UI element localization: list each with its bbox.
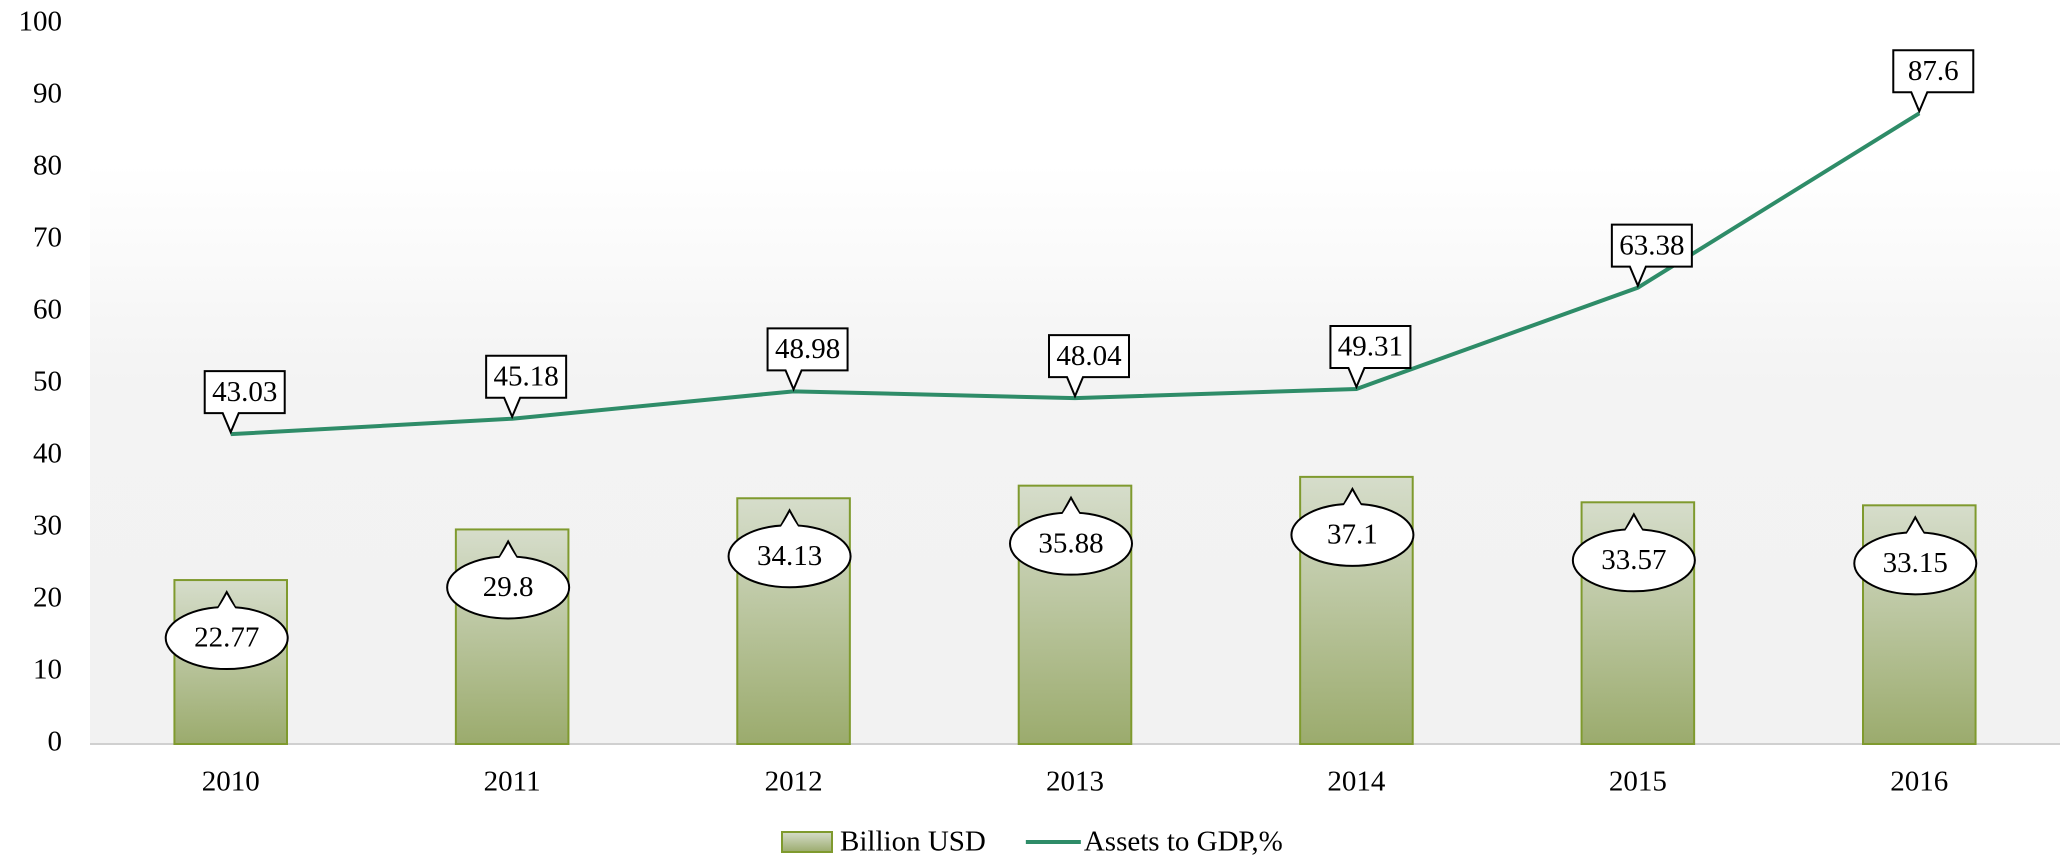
data-label: 45.18 <box>494 360 559 392</box>
y-tick-label: 70 <box>33 222 62 254</box>
data-label: 29.8 <box>483 571 534 603</box>
label-callout-cover <box>217 595 236 610</box>
data-label-box <box>766 327 849 392</box>
x-tick-label: 2014 <box>1327 766 1386 798</box>
y-tick-label: 60 <box>33 294 62 326</box>
data-label: 34.13 <box>757 540 822 572</box>
data-label: 43.03 <box>212 376 277 408</box>
x-tick-label: 2010 <box>202 766 260 798</box>
data-label-box <box>1329 324 1412 390</box>
y-tick-label: 0 <box>48 726 63 758</box>
label-callout-cover <box>1906 520 1925 535</box>
legend-label: Assets to GDP,% <box>1084 826 1283 858</box>
data-label: 33.57 <box>1601 544 1666 576</box>
y-tick-label: 10 <box>33 654 62 686</box>
label-callout-cover <box>1062 500 1080 515</box>
label-callout-cover <box>1343 491 1362 506</box>
y-tick-label: 20 <box>33 582 62 614</box>
label-callout-cover <box>780 513 799 528</box>
legend-swatch <box>781 831 833 853</box>
x-tick-label: 2013 <box>1046 766 1104 798</box>
data-label-box <box>1610 223 1693 289</box>
x-tick-label: 2011 <box>484 766 541 798</box>
y-tick-label: 90 <box>33 78 62 110</box>
y-tick-label: 40 <box>33 438 62 470</box>
x-tick-label: 2015 <box>1609 766 1667 798</box>
data-label: 63.38 <box>1619 229 1684 261</box>
label-callout-cover <box>1624 517 1643 532</box>
y-tick-label: 30 <box>33 510 62 542</box>
label-callout-cover <box>499 544 518 559</box>
data-label: 37.1 <box>1327 519 1378 551</box>
y-tick-label: 50 <box>33 366 62 398</box>
x-tick-label: 2016 <box>1890 766 1948 798</box>
data-label: 33.15 <box>1883 547 1948 579</box>
data-label-box <box>1892 49 1975 114</box>
x-tick-label: 2012 <box>765 766 823 798</box>
data-label: 35.88 <box>1038 527 1103 559</box>
data-label-box <box>485 354 568 420</box>
data-label: 48.98 <box>775 333 840 365</box>
legend-label: Billion USD <box>840 826 986 858</box>
data-label-box <box>203 370 286 435</box>
y-tick-label: 100 <box>19 6 63 38</box>
data-label: 87.6 <box>1908 55 1959 87</box>
y-tick-label: 80 <box>33 150 62 182</box>
data-label: 22.77 <box>194 622 259 654</box>
data-label: 48.04 <box>1056 340 1122 372</box>
data-label-box <box>1048 334 1130 399</box>
data-label: 49.31 <box>1338 331 1403 363</box>
